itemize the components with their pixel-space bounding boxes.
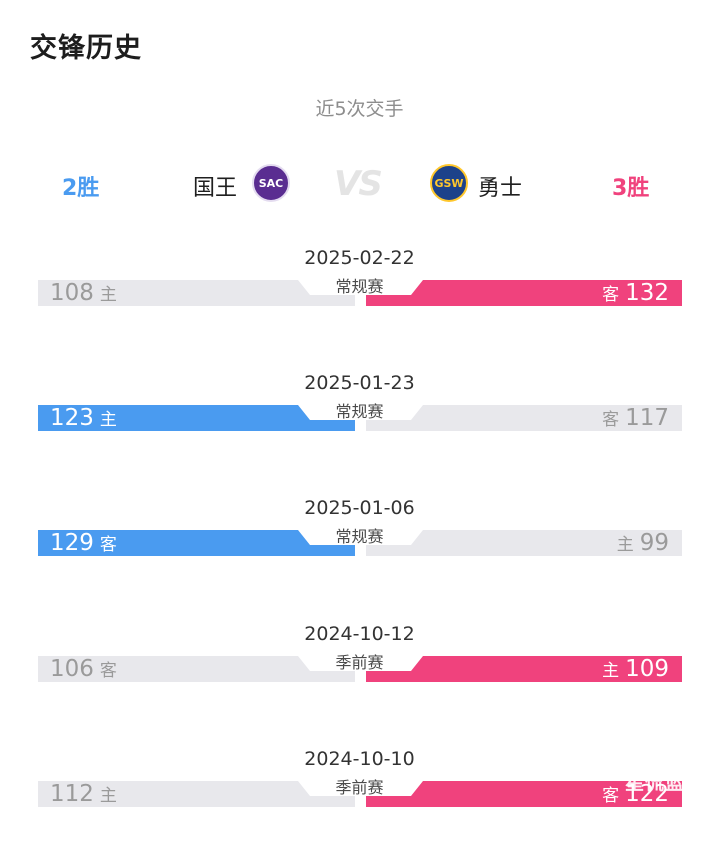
- left-home-away: 客: [99, 661, 117, 681]
- game-type: 季前赛: [335, 653, 384, 672]
- right-score: 客 132: [596, 277, 669, 311]
- game-date: 2025-01-23: [304, 372, 415, 394]
- game-row[interactable]: 2025-01-06 常规赛 129 客 主 99: [0, 497, 719, 597]
- watermark: 星侃篮球: [624, 772, 705, 794]
- game-type: 常规赛: [335, 402, 384, 421]
- right-home-away: 主: [616, 535, 634, 555]
- recent-games-subtitle: 近5次交手: [315, 98, 404, 120]
- left-score-value: 106: [50, 656, 94, 682]
- right-score: 客 117: [596, 402, 669, 436]
- game-type: 常规赛: [335, 527, 384, 546]
- left-score-value: 123: [50, 405, 94, 431]
- left-team-wins: 2胜: [62, 176, 100, 201]
- left-home-away: 客: [99, 535, 117, 555]
- game-date: 2024-10-12: [304, 623, 415, 645]
- right-score-value: 109: [625, 656, 669, 682]
- kings-logo[interactable]: SAC: [252, 164, 290, 202]
- right-score-value: 132: [625, 280, 669, 306]
- right-score: 客 122: [596, 778, 669, 812]
- left-score-value: 112: [50, 781, 94, 807]
- right-home-away: 客: [602, 285, 620, 305]
- left-home-away: 主: [99, 786, 117, 806]
- right-team-name: 勇士: [478, 176, 523, 201]
- game-row[interactable]: 2025-02-22 常规赛 108 主 客 132: [0, 247, 719, 347]
- left-score-value: 108: [50, 280, 94, 306]
- vs-icon: VS: [334, 164, 383, 204]
- game-type: 季前赛: [335, 778, 384, 797]
- left-score: 112 主: [50, 778, 123, 812]
- game-date: 2025-02-22: [304, 247, 415, 269]
- game-date: 2025-01-06: [304, 497, 415, 519]
- game-row[interactable]: 2024-10-12 季前赛 106 客 主 109: [0, 623, 719, 723]
- game-row[interactable]: 2025-01-23 常规赛 123 主 客 117: [0, 372, 719, 472]
- game-type: 常规赛: [335, 277, 384, 296]
- right-score-value: 117: [625, 405, 669, 431]
- right-score-value: 99: [639, 530, 669, 556]
- page-title: 交锋历史: [30, 33, 142, 64]
- game-row[interactable]: 2024-10-10 季前赛 112 主 客 122: [0, 748, 719, 848]
- left-score: 123 主: [50, 402, 123, 436]
- right-score: 主 109: [596, 653, 669, 687]
- right-home-away: 客: [602, 410, 620, 430]
- right-team-wins: 3胜: [612, 176, 650, 201]
- right-home-away: 客: [602, 786, 620, 806]
- left-score: 129 客: [50, 527, 123, 561]
- right-score: 主 99: [611, 527, 669, 561]
- right-score-value: 122: [625, 781, 669, 807]
- left-score: 108 主: [50, 277, 123, 311]
- game-date: 2024-10-10: [304, 748, 415, 770]
- left-score: 106 客: [50, 653, 123, 687]
- left-team-name: 国王: [193, 176, 238, 201]
- left-home-away: 主: [99, 410, 117, 430]
- left-score-value: 129: [50, 530, 94, 556]
- right-home-away: 主: [602, 661, 620, 681]
- left-home-away: 主: [99, 285, 117, 305]
- warriors-logo[interactable]: GSW: [430, 164, 468, 202]
